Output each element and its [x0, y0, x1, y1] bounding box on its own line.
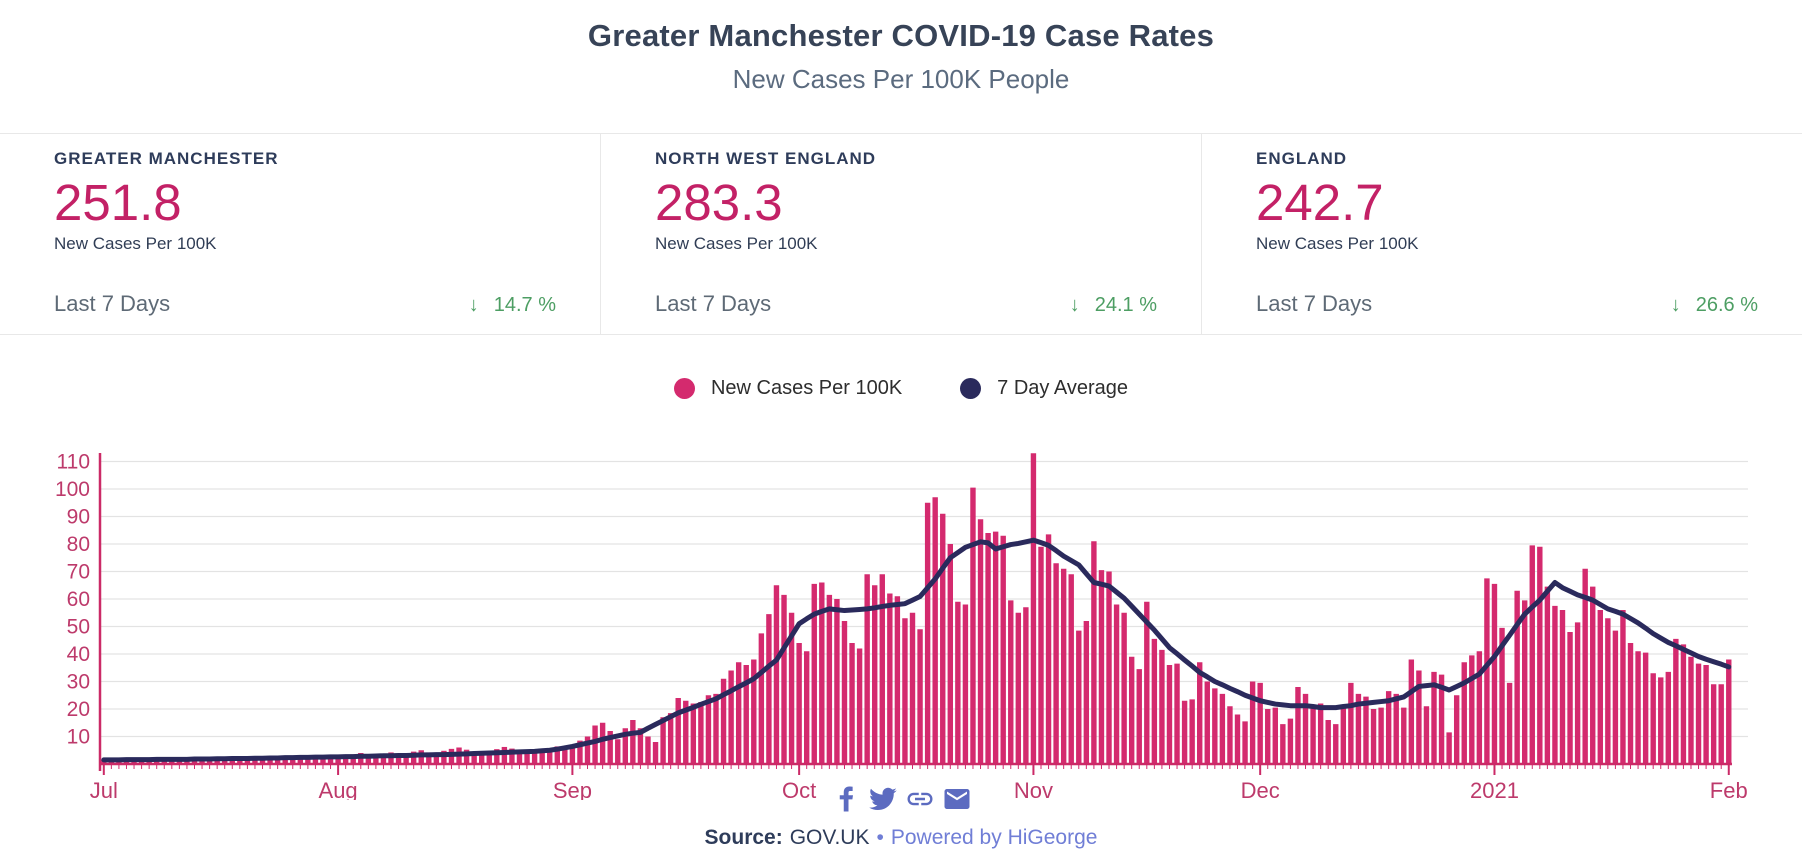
page-subtitle: New Cases Per 100K People — [732, 64, 1070, 94]
svg-text:40: 40 — [67, 643, 90, 666]
stat-card-greater-manchester: GREATER MANCHESTER 251.8 New Cases Per 1… — [0, 134, 600, 334]
svg-text:90: 90 — [67, 506, 90, 529]
source-separator: • — [876, 826, 884, 849]
stat-card-change: ↓ 24.1 % — [1070, 294, 1157, 317]
svg-text:Sep: Sep — [553, 778, 592, 800]
svg-text:Oct: Oct — [782, 778, 816, 800]
twitter-icon[interactable] — [868, 784, 898, 814]
share-buttons — [0, 784, 1802, 814]
legend-item-7-day-average: 7 Day Average — [960, 377, 1128, 400]
stat-card-value: 242.7 — [1256, 174, 1384, 231]
link-icon[interactable] — [905, 784, 935, 814]
svg-text:100: 100 — [55, 478, 90, 501]
svg-text:80: 80 — [67, 533, 90, 556]
stat-card-change-value: 14.7 % — [493, 294, 556, 316]
stat-card-label: GREATER MANCHESTER — [54, 149, 279, 168]
svg-text:Nov: Nov — [1014, 778, 1053, 800]
svg-text:Aug: Aug — [319, 778, 358, 800]
stat-card-period: Last 7 Days — [54, 291, 171, 316]
page-title: Greater Manchester COVID-19 Case Rates — [587, 18, 1215, 53]
powered-by-link[interactable]: Powered by HiGeorge — [890, 826, 1098, 849]
svg-text:60: 60 — [67, 588, 90, 611]
stat-card-period: Last 7 Days — [1256, 291, 1373, 316]
facebook-icon[interactable] — [831, 784, 861, 814]
stat-card-change-value: 24.1 % — [1094, 294, 1157, 316]
stat-card-unit: New Cases Per 100K — [655, 234, 818, 254]
svg-text:70: 70 — [67, 561, 90, 584]
stat-cards-row: GREATER MANCHESTER 251.8 New Cases Per 1… — [0, 133, 1802, 335]
stat-card-change: ↓ 14.7 % — [469, 294, 556, 317]
email-icon[interactable] — [942, 784, 972, 814]
stat-card-change: ↓ 26.6 % — [1671, 294, 1758, 317]
source-label: Source: — [704, 826, 783, 849]
down-arrow-icon: ↓ — [1069, 294, 1080, 316]
svg-text:Dec: Dec — [1241, 778, 1280, 800]
stat-card-label: ENGLAND — [1256, 149, 1348, 168]
source-value: GOV.UK — [789, 826, 870, 849]
svg-text:30: 30 — [67, 671, 90, 694]
svg-text:Jul: Jul — [90, 778, 118, 800]
stat-card-label: NORTH WEST ENGLAND — [655, 149, 877, 168]
stat-card-england: ENGLAND 242.7 New Cases Per 100K Last 7 … — [1201, 134, 1802, 334]
seven-day-average-dot-icon — [960, 378, 982, 399]
stat-card-value: 283.3 — [655, 174, 783, 231]
svg-text:Feb: Feb — [1710, 778, 1748, 800]
new-cases-dot-icon — [673, 378, 695, 399]
down-arrow-icon: ↓ — [1670, 294, 1681, 316]
svg-text:10: 10 — [67, 726, 90, 749]
stat-card-unit: New Cases Per 100K — [54, 234, 217, 254]
stat-card-change-value: 26.6 % — [1695, 294, 1758, 316]
svg-text:110: 110 — [57, 451, 90, 474]
stat-card-period: Last 7 Days — [655, 291, 772, 316]
legend-label: 7 Day Average — [997, 377, 1129, 399]
stat-card-north-west-england: NORTH WEST ENGLAND 283.3 New Cases Per 1… — [600, 134, 1201, 334]
down-arrow-icon: ↓ — [468, 294, 479, 316]
source-line: Source: GOV.UK • Powered by HiGeorge — [0, 826, 1802, 850]
svg-text:2021: 2021 — [1470, 778, 1519, 800]
svg-text:50: 50 — [67, 616, 90, 639]
chart-legend: New Cases Per 100K 7 Day Average — [0, 377, 1802, 400]
legend-label: New Cases Per 100K — [710, 377, 903, 399]
svg-text:20: 20 — [67, 698, 90, 721]
stat-card-unit: New Cases Per 100K — [1256, 234, 1419, 254]
chart-canvas: 10 20 30 40 50 60 70 80 90 100 110 Jul Aug Sep Oct Nov D… — [55, 451, 1748, 803]
legend-item-new-cases: New Cases Per 100K — [673, 377, 903, 400]
cases-chart: 10 20 30 40 50 60 70 80 90 100 110 Jul Aug Sep Oct Nov D… — [0, 440, 1802, 803]
stat-card-value: 251.8 — [54, 174, 182, 231]
